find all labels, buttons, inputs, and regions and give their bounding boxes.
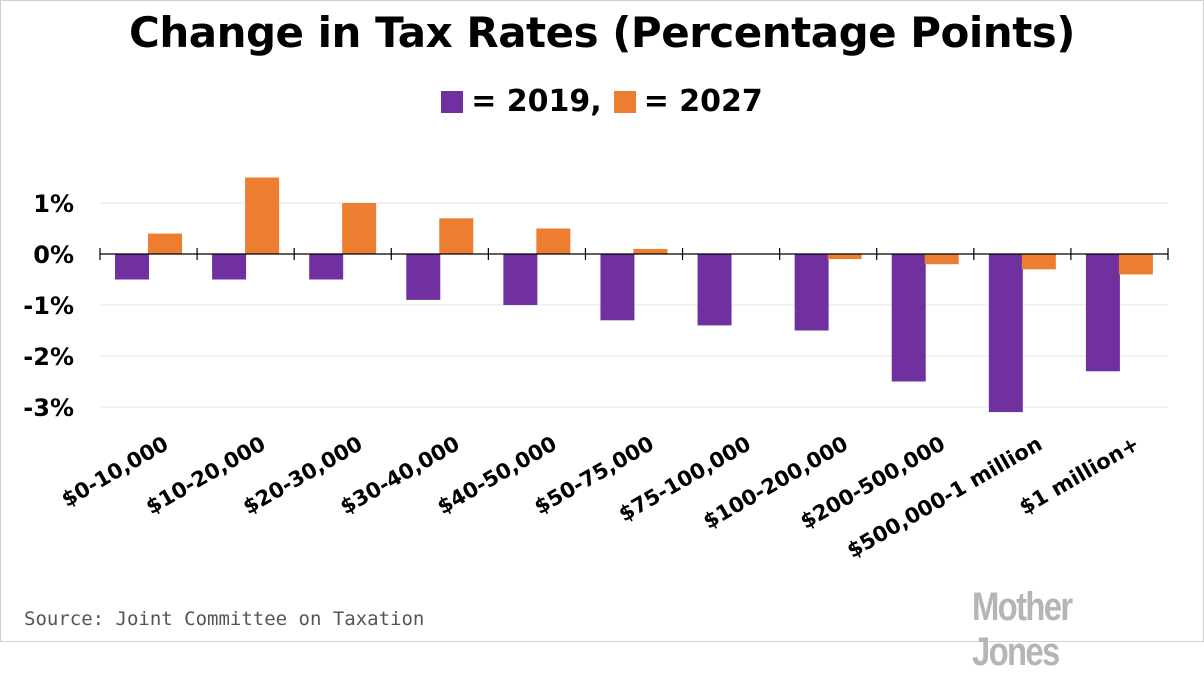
legend-swatch-2019 bbox=[441, 90, 464, 113]
legend-label-2027: = 2027 bbox=[643, 84, 763, 119]
legend-item-2019: = 2019, bbox=[441, 84, 602, 119]
bar-2019-10 bbox=[1085, 254, 1120, 372]
bar-2027-9 bbox=[1021, 254, 1056, 270]
legend-label-2019: = 2019, bbox=[471, 84, 602, 119]
legend-item-2027: = 2027 bbox=[613, 84, 763, 119]
y-tick-label: -2% bbox=[23, 343, 74, 371]
y-tick-label: -1% bbox=[23, 292, 74, 320]
bar-2019-6 bbox=[697, 254, 732, 326]
bar-2019-8 bbox=[891, 254, 926, 382]
bar-chart: 1%0%-1%-2%-3%$0-10,000$10-20,000$20-30,0… bbox=[23, 177, 1169, 563]
bar-2019-7 bbox=[794, 254, 829, 331]
bar-2019-3 bbox=[406, 254, 441, 300]
bar-2019-1 bbox=[212, 254, 247, 280]
bar-2019-4 bbox=[503, 254, 538, 305]
legend-swatch-2027 bbox=[613, 90, 636, 113]
y-tick-label: 0% bbox=[33, 241, 74, 269]
chart-title: Change in Tax Rates (Percentage Points) bbox=[129, 8, 1075, 57]
bar-2027-1 bbox=[245, 177, 280, 254]
bar-2027-10 bbox=[1118, 254, 1153, 275]
bar-2019-0 bbox=[115, 254, 149, 280]
bar-2027-8 bbox=[924, 254, 959, 265]
bar-2019-9 bbox=[988, 254, 1023, 413]
y-tick-label: -3% bbox=[23, 394, 74, 422]
source-note: Source: Joint Committee on Taxation bbox=[24, 608, 425, 630]
y-tick-label: 1% bbox=[33, 190, 74, 218]
bar-2027-7 bbox=[827, 254, 862, 260]
bar-2019-2 bbox=[309, 254, 344, 280]
bar-2027-0 bbox=[148, 233, 182, 254]
bar-2027-3 bbox=[439, 218, 474, 254]
bar-2027-5 bbox=[633, 248, 668, 254]
bar-2019-5 bbox=[600, 254, 635, 321]
legend: = 2019, = 2027 bbox=[0, 84, 1204, 119]
bar-2027-2 bbox=[342, 203, 377, 254]
bar-2027-4 bbox=[536, 228, 571, 254]
brand-logo: Mother Jones bbox=[972, 585, 1073, 674]
